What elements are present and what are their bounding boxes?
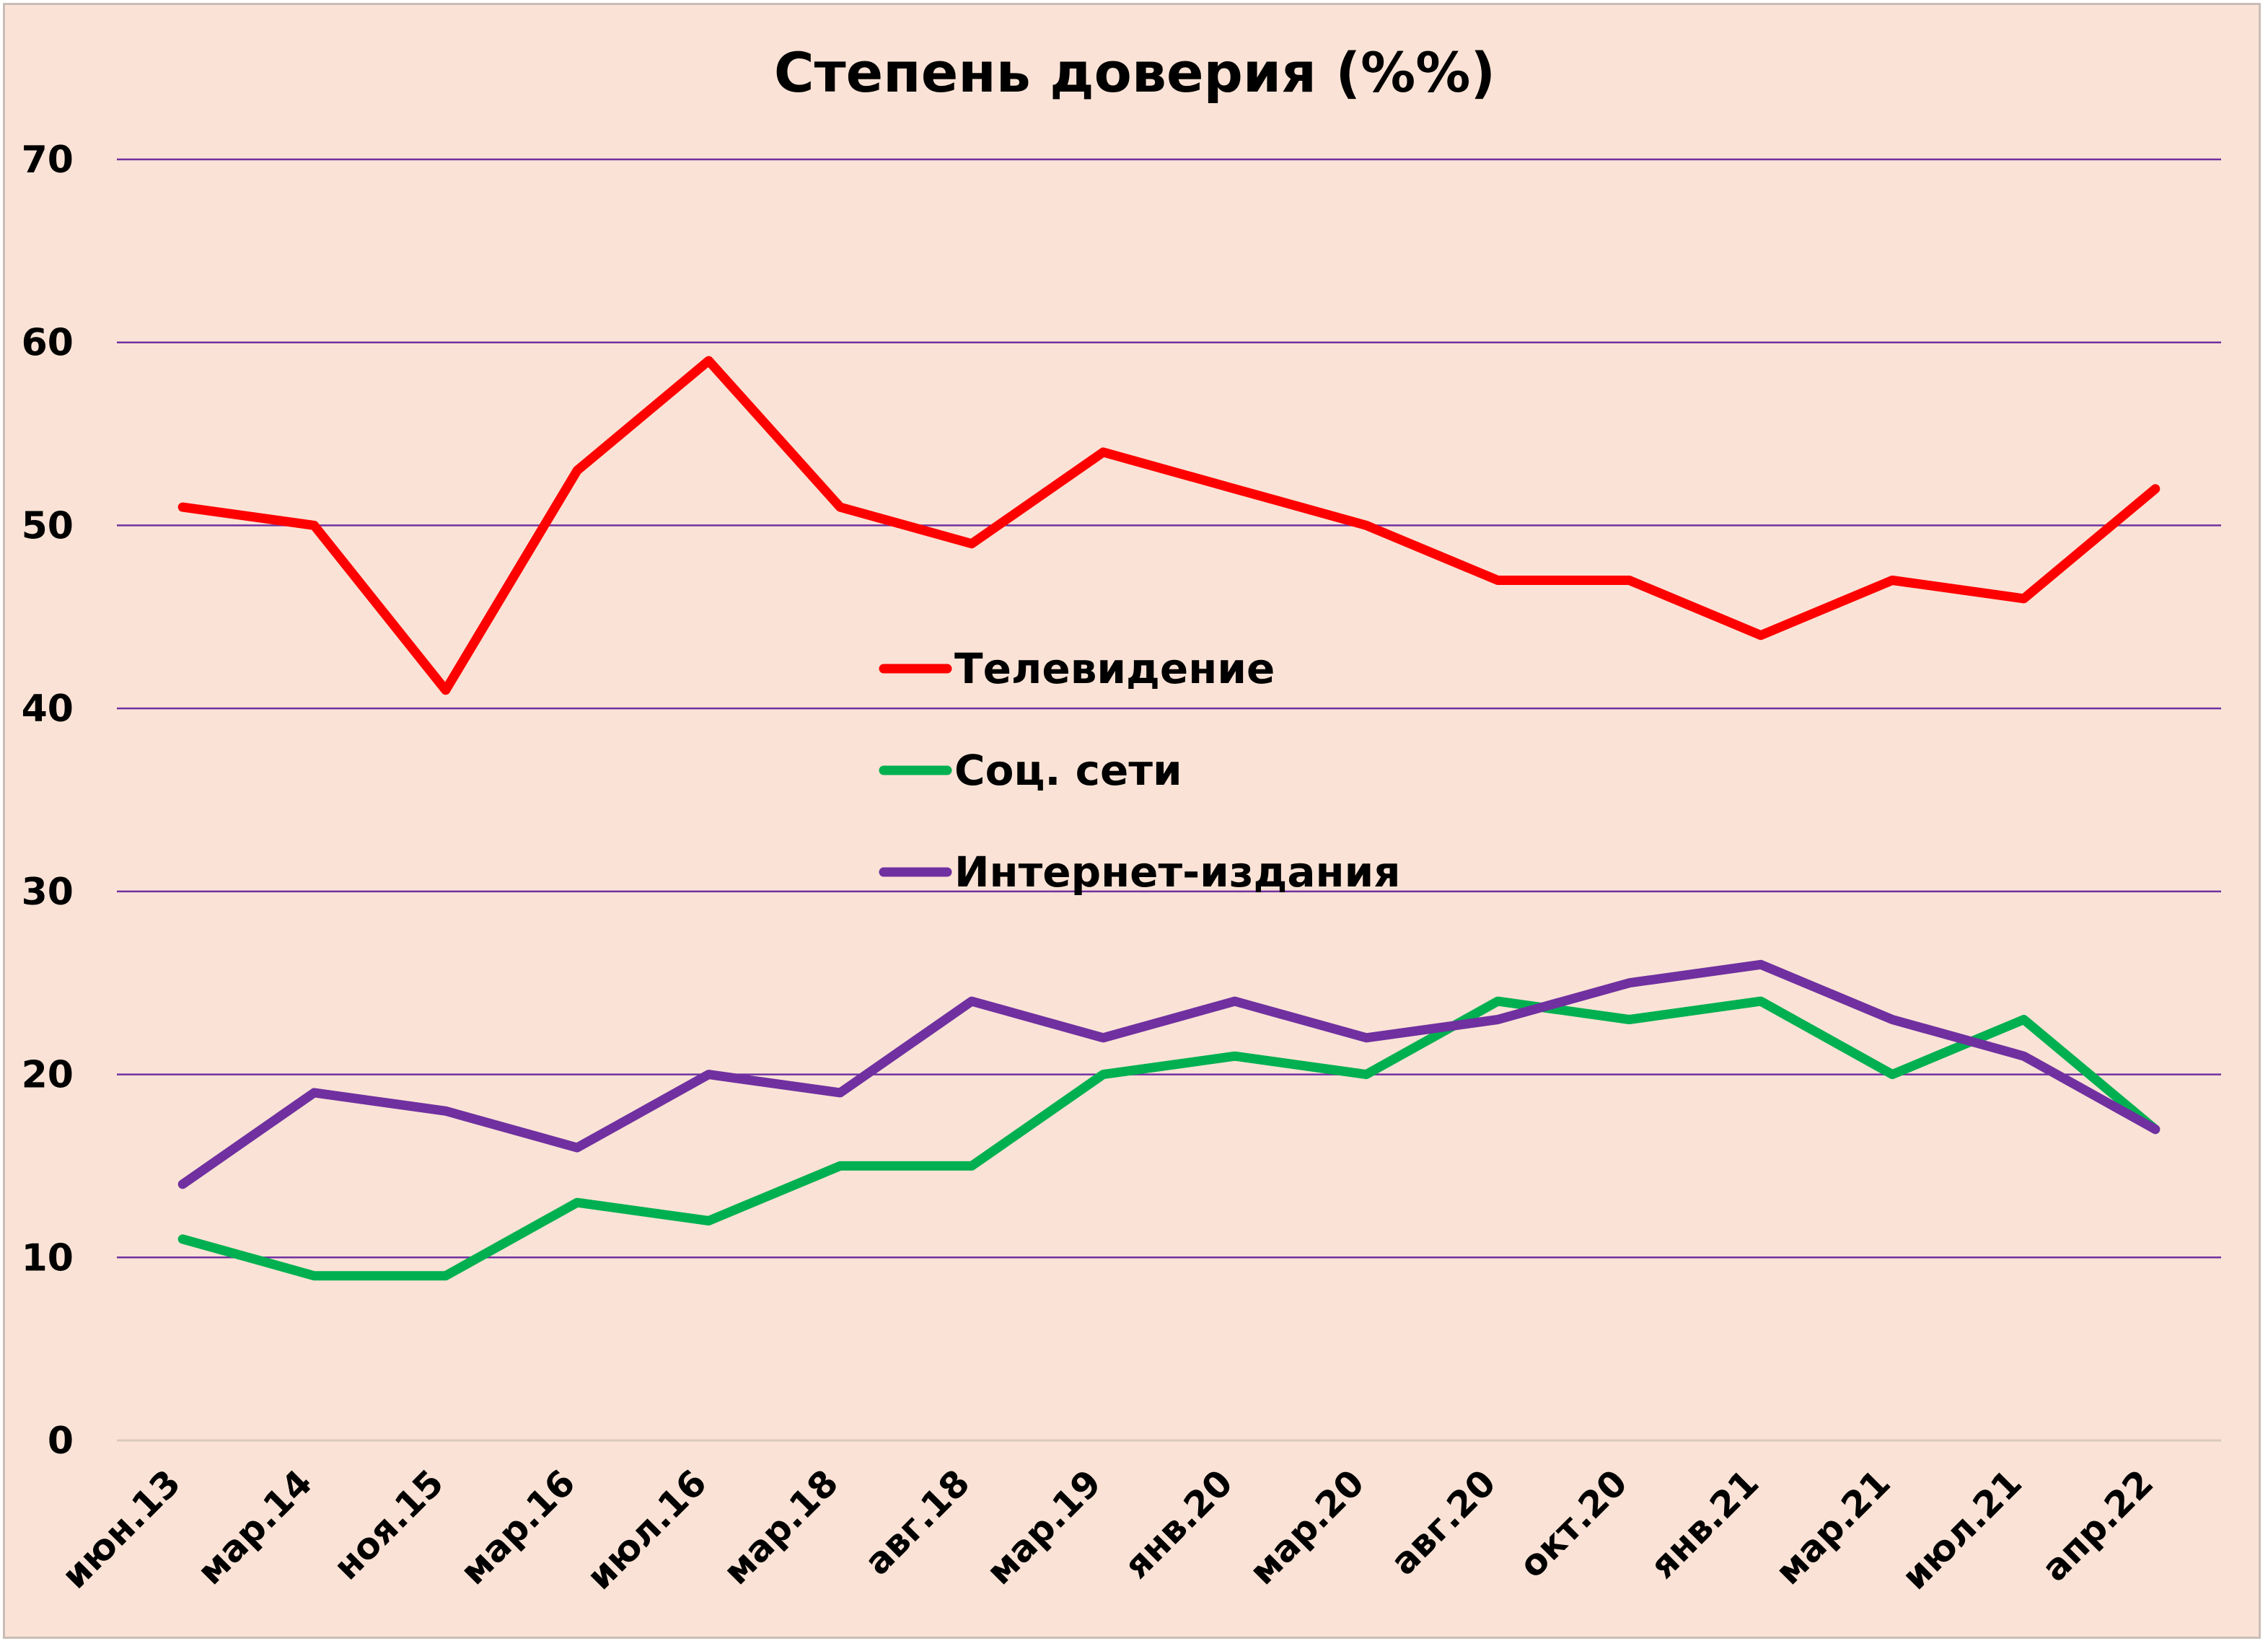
x-tick-label: июл.21 [1894,1461,2030,1598]
x-tick-label: окт.20 [1511,1461,1635,1585]
data-point [707,1219,711,1223]
data-point [312,1274,316,1277]
chart-title: Степень доверия (%%) [774,40,1495,105]
data-point [444,1109,447,1113]
legend: Телевидение Соц. сети Интернет-издания [879,644,1400,897]
data-point [838,506,842,509]
data-point [2153,1127,2157,1131]
series-line-0 [177,356,2161,695]
data-point [1759,633,1762,637]
series-line-1 [177,996,2161,1281]
x-tick-label: мар.21 [1767,1461,1899,1593]
chart-frame: Степень доверия (%%) 0 10 20 30 40 50 60 70 июн… [3,3,2261,1639]
y-axis-ticks: 0 10 20 30 40 50 60 70 [22,138,74,1463]
data-point [1496,578,1500,582]
data-point [576,469,579,472]
data-point [1102,450,1105,454]
data-point [1627,578,1631,582]
x-tick-label: мар.18 [715,1461,846,1593]
y-tick-label: 30 [22,871,74,914]
data-point [1364,524,1368,527]
data-point [970,1164,974,1168]
x-tick-label: янв.21 [1642,1461,1767,1586]
data-point [1891,578,1894,582]
data-point [181,506,185,509]
data-point [1891,1018,1894,1021]
y-tick-label: 10 [22,1236,74,1280]
y-tick-label: 60 [22,322,74,365]
y-tick-label: 0 [48,1420,74,1463]
x-tick-label: мар.20 [1241,1461,1373,1593]
data-point [970,1000,974,1003]
y-tick-label: 20 [22,1054,74,1097]
data-point [181,1237,185,1241]
data-point [1627,981,1631,985]
series-lines [177,356,2161,1281]
data-point [1102,1036,1105,1039]
x-tick-label: июл.16 [579,1461,715,1598]
x-tick-label: авг.18 [856,1461,977,1583]
data-point [1496,1000,1500,1003]
data-point [1233,1055,1236,1058]
data-point [2022,1018,2026,1021]
x-tick-label: ноя.15 [325,1461,452,1588]
y-tick-label: 50 [22,504,74,547]
legend-label: Телевидение [954,644,1275,693]
data-point [181,1182,185,1186]
data-point [444,688,447,692]
x-tick-label: янв.20 [1116,1461,1241,1586]
legend-label: Интернет-издания [954,848,1400,897]
y-tick-label: 40 [22,687,74,731]
y-tick-label: 70 [22,138,74,182]
data-point [1364,1073,1368,1076]
x-tick-label: мар.19 [978,1461,1109,1593]
data-point [312,1091,316,1094]
data-point [1891,1073,1894,1076]
data-point [1759,1000,1762,1003]
data-point [1364,1036,1368,1039]
data-point [312,524,316,527]
data-point [838,1164,842,1168]
series-line-2 [177,959,2161,1189]
data-point [576,1201,579,1205]
data-point [1627,1018,1631,1021]
legend-label: Соц. сети [954,746,1182,795]
data-point [838,1091,842,1094]
data-point [1496,1018,1500,1021]
data-point [1233,1000,1236,1003]
data-point [707,1073,711,1076]
x-tick-label: июн.13 [53,1461,188,1596]
gridlines [117,158,2221,1442]
data-point [2022,597,2026,600]
x-tick-label: мар.16 [452,1461,584,1593]
data-point [444,1274,447,1277]
data-point [576,1146,579,1150]
data-point [1102,1073,1105,1076]
x-tick-label: апр.22 [2034,1461,2161,1589]
x-tick-label: авг.20 [1382,1461,1503,1583]
data-point [1233,487,1236,490]
line-chart: Степень доверия (%%) 0 10 20 30 40 50 60 70 июн… [22,40,2221,1598]
data-point [2153,487,2157,490]
x-tick-label: мар.14 [189,1461,320,1593]
data-point [2022,1055,2026,1058]
data-point [707,359,711,363]
data-point [1759,963,1762,967]
data-point [970,542,974,545]
